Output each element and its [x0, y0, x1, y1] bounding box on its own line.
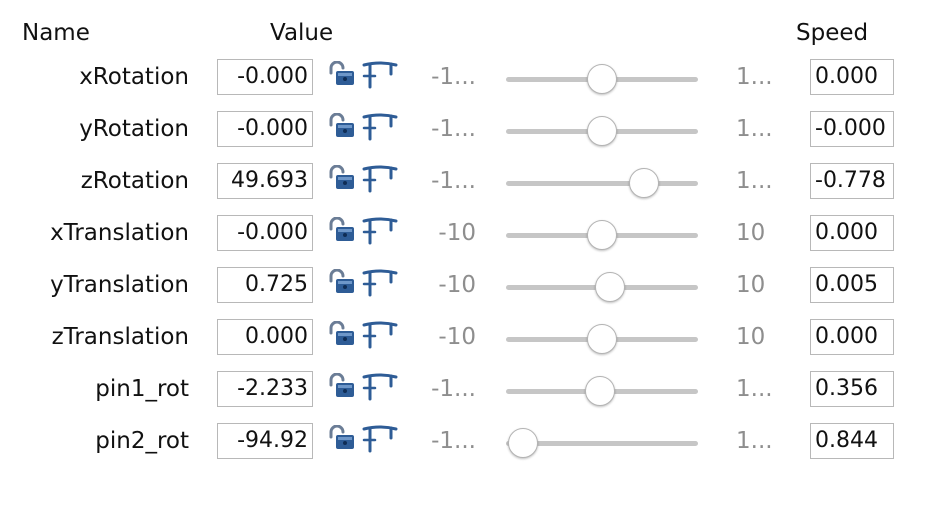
range-max-label: 10 [736, 220, 766, 246]
joint-value-slider[interactable] [506, 220, 698, 250]
pin-range-icon[interactable] [361, 112, 399, 142]
range-min-label: -1... [431, 168, 476, 194]
slider-thumb[interactable] [587, 116, 617, 146]
range-min-label: -1... [431, 376, 476, 402]
name-column-header: Name [22, 20, 90, 46]
unlocked-padlock-icon[interactable] [328, 372, 356, 399]
slider-thumb[interactable] [508, 428, 539, 458]
joint-value-slider[interactable] [506, 116, 698, 146]
pin-range-icon[interactable] [361, 320, 399, 350]
joint-row: xTranslation -0.000 -10 10 0.000 [0, 210, 932, 262]
joint-row: xRotation -0.000 -1... 1... 0.000 [0, 54, 932, 106]
range-min-label: -1... [431, 428, 476, 454]
joint-name-label: pin2_rot [95, 428, 189, 454]
joint-value-slider[interactable] [506, 428, 698, 458]
unlocked-padlock-icon[interactable] [328, 112, 356, 139]
unlocked-padlock-icon[interactable] [328, 424, 356, 451]
slider-thumb[interactable] [585, 376, 616, 406]
joint-speed-field[interactable]: 0.000 [810, 215, 894, 251]
joint-name-label: xTranslation [50, 220, 189, 246]
range-min-label: -1... [431, 64, 476, 90]
joint-speed-field[interactable]: 0.356 [810, 371, 894, 407]
joint-value-field[interactable]: -0.000 [217, 215, 313, 251]
joint-value-field[interactable]: -94.92 [217, 423, 313, 459]
value-column-header: Value [270, 20, 334, 46]
slider-track [506, 181, 698, 186]
range-max-label: 10 [736, 324, 766, 350]
joint-speed-field[interactable]: 0.844 [810, 423, 894, 459]
range-max-label: 1... [736, 376, 773, 402]
range-min-label: -10 [438, 220, 476, 246]
joint-value-field[interactable]: 0.725 [217, 267, 313, 303]
joint-row: pin2_rot -94.92 -1... 1... 0.844 [0, 418, 932, 470]
joint-value-slider[interactable] [506, 376, 698, 406]
range-max-label: 1... [736, 64, 773, 90]
pin-range-icon[interactable] [361, 268, 399, 298]
joint-name-label: zTranslation [51, 324, 189, 350]
slider-thumb[interactable] [587, 324, 617, 354]
joint-name-label: pin1_rot [95, 376, 189, 402]
joint-row: yTranslation 0.725 -10 10 0.005 [0, 262, 932, 314]
pin-range-icon[interactable] [361, 216, 399, 246]
joint-value-slider[interactable] [506, 168, 698, 198]
range-max-label: 1... [736, 168, 773, 194]
joint-speed-field[interactable]: -0.778 [810, 163, 894, 199]
slider-track [506, 441, 698, 446]
joint-row: pin1_rot -2.233 -1... 1... 0.356 [0, 366, 932, 418]
slider-thumb[interactable] [629, 168, 660, 198]
joint-value-field[interactable]: -0.000 [217, 59, 313, 95]
joint-speed-field[interactable]: 0.000 [810, 319, 894, 355]
unlocked-padlock-icon[interactable] [328, 164, 356, 191]
slider-thumb[interactable] [594, 272, 625, 302]
joint-row: zTranslation 0.000 -10 10 0.000 [0, 314, 932, 366]
joint-row: yRotation -0.000 -1... 1... -0.000 [0, 106, 932, 158]
pin-range-icon[interactable] [361, 372, 399, 402]
slider-thumb[interactable] [587, 64, 617, 94]
pin-range-icon[interactable] [361, 164, 399, 194]
joint-name-label: yRotation [79, 116, 189, 142]
joint-name-label: zRotation [80, 168, 189, 194]
range-min-label: -1... [431, 116, 476, 142]
range-min-label: -10 [438, 324, 476, 350]
unlocked-padlock-icon[interactable] [328, 216, 356, 243]
joint-speed-field[interactable]: 0.005 [810, 267, 894, 303]
unlocked-padlock-icon[interactable] [328, 268, 356, 295]
joint-value-slider[interactable] [506, 324, 698, 354]
speed-column-header: Speed [796, 20, 869, 46]
unlocked-padlock-icon[interactable] [328, 60, 356, 87]
pin-range-icon[interactable] [361, 60, 399, 90]
joint-value-slider[interactable] [506, 272, 698, 302]
joint-speed-field[interactable]: 0.000 [810, 59, 894, 95]
joint-value-field[interactable]: 49.693 [217, 163, 313, 199]
range-max-label: 1... [736, 116, 773, 142]
slider-thumb[interactable] [587, 220, 617, 250]
joint-speed-field[interactable]: -0.000 [810, 111, 894, 147]
unlocked-padlock-icon[interactable] [328, 320, 356, 347]
joint-value-field[interactable]: 0.000 [217, 319, 313, 355]
joint-value-slider[interactable] [506, 64, 698, 94]
joint-row: zRotation 49.693 -1... 1... -0.778 [0, 158, 932, 210]
joint-value-field[interactable]: -0.000 [217, 111, 313, 147]
pin-range-icon[interactable] [361, 424, 399, 454]
joint-name-label: xRotation [79, 64, 189, 90]
range-max-label: 10 [736, 272, 766, 298]
joint-value-field[interactable]: -2.233 [217, 371, 313, 407]
joint-name-label: yTranslation [50, 272, 189, 298]
range-max-label: 1... [736, 428, 773, 454]
range-min-label: -10 [438, 272, 476, 298]
